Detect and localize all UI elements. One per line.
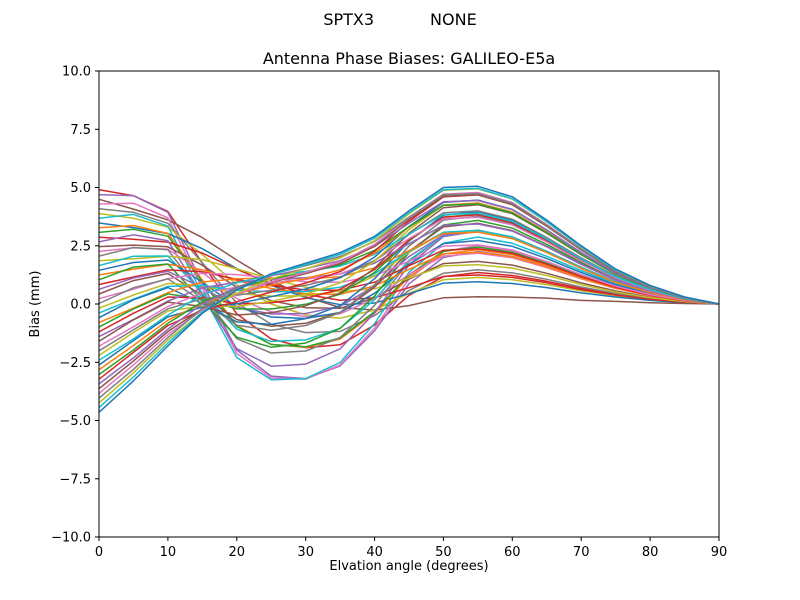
y-tick-label: 10.0 [62, 65, 91, 80]
y-tick-label: 5.0 [70, 181, 91, 196]
x-tick-label: 30 [297, 545, 314, 560]
series-line [98, 222, 720, 306]
series-line [98, 231, 720, 324]
x-tick-label: 0 [95, 545, 103, 560]
y-tick-label: −5.0 [59, 414, 91, 429]
series-line [98, 185, 720, 413]
series-line [98, 199, 720, 385]
y-tick-label: −10.0 [51, 531, 91, 546]
series-line [98, 251, 720, 305]
y-tick-label: −7.5 [59, 472, 91, 487]
x-tick-label: 50 [435, 545, 452, 560]
series-line [98, 216, 720, 347]
suptitle-left: SPTX3 [323, 10, 375, 29]
y-tick-label: 7.5 [70, 123, 91, 138]
chart-title: Antenna Phase Biases: GALILEO-E5a [262, 49, 556, 68]
y-tick-label: 2.5 [70, 239, 91, 254]
y-tick-label: 0.0 [70, 298, 91, 313]
axes-frame [98, 70, 720, 538]
series-line [98, 192, 720, 399]
x-axis-label: Elvation angle (degrees) [329, 559, 489, 574]
x-tick-label: 80 [642, 545, 659, 560]
series-line [98, 223, 720, 338]
suptitle: SPTX3 NONE [0, 10, 800, 29]
x-tick-label: 10 [160, 545, 177, 560]
x-tick-label: 70 [573, 545, 590, 560]
series-line [98, 244, 720, 305]
x-tick-label: 90 [711, 545, 728, 560]
x-tick-label: 60 [504, 545, 521, 560]
y-tick-label: −2.5 [59, 356, 91, 371]
series-line [98, 255, 720, 305]
series-line [98, 203, 720, 376]
suptitle-right: NONE [430, 10, 477, 29]
series-line [98, 198, 720, 311]
series-line [98, 212, 720, 361]
series-line [98, 208, 720, 334]
series-line [98, 247, 720, 305]
x-tick-label: 20 [229, 545, 246, 560]
series-line [98, 236, 720, 305]
series-line [98, 244, 720, 310]
x-tick-label: 40 [366, 545, 383, 560]
